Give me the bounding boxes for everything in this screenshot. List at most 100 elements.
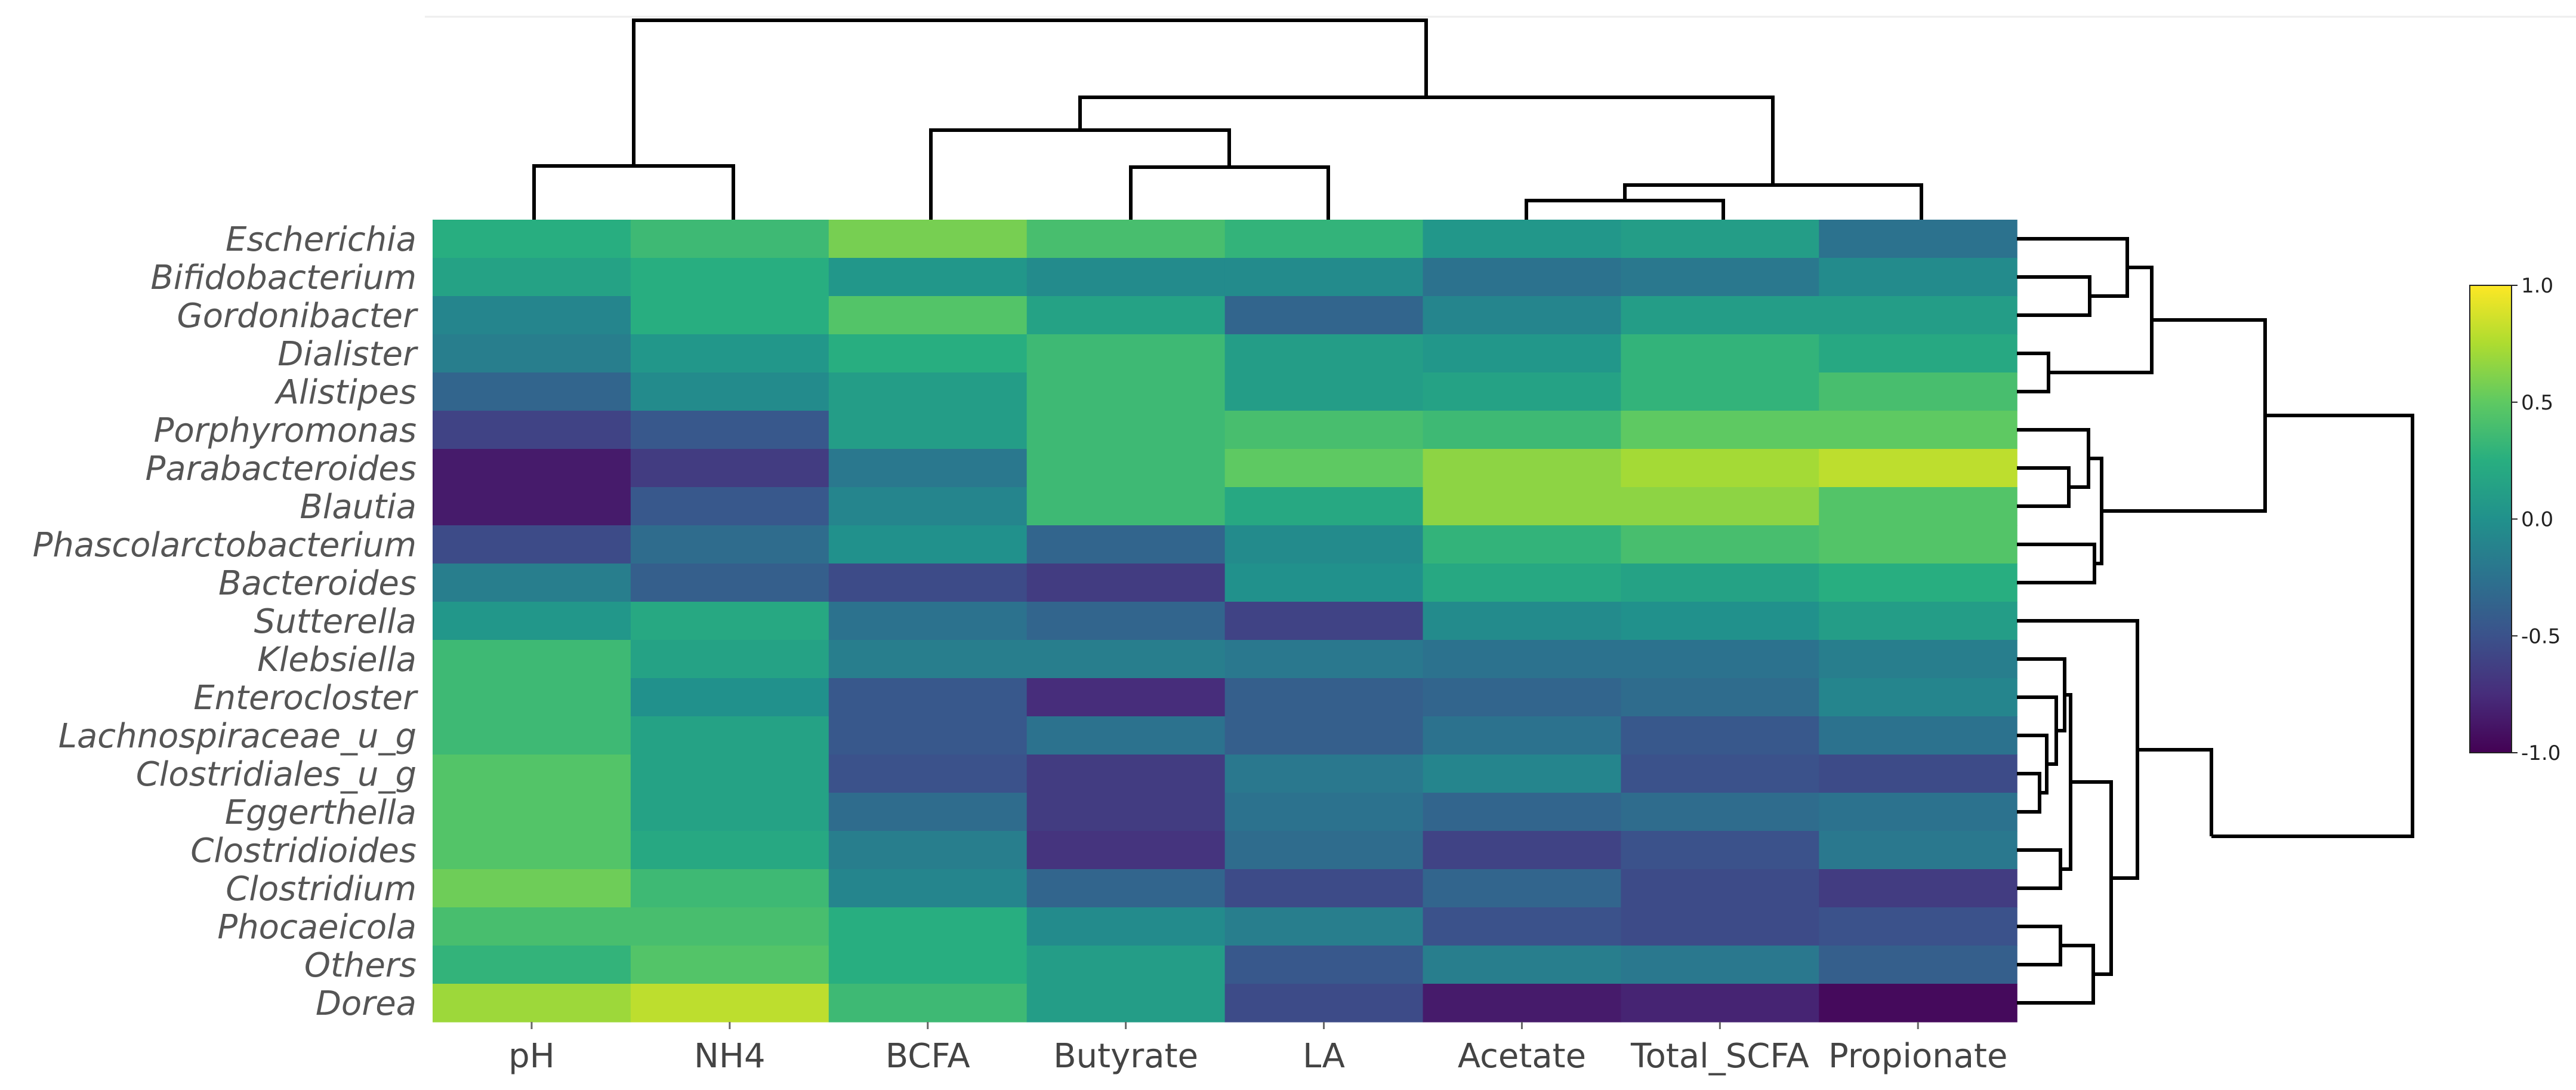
cell-dorea-butyrate (1026, 984, 1226, 1023)
cell-dorea-ph (433, 984, 631, 1023)
row-dendro-link-clostridioides-clostridium (2017, 848, 2062, 890)
cell-escherichia-total-scfa (1621, 220, 1819, 258)
row-label-bacteroides: Bacteroides (218, 564, 417, 603)
row-label-lachnospiraceae-u-g: Lachnospiraceae_u_g (58, 717, 417, 756)
cell-dorea-la (1224, 984, 1424, 1023)
cell-clostridiales-u-g-la (1224, 755, 1424, 793)
cell-sutterella-total-scfa (1621, 602, 1819, 641)
cell-bifidobacterium-bcfa (828, 258, 1028, 297)
col-dendro-link-acetate-totalscfa (1525, 199, 1725, 220)
cell-bifidobacterium-ph (433, 258, 631, 297)
cell-blautia-propionate (1819, 487, 2017, 526)
row-label-phascolarctobacterium: Phascolarctobacterium (33, 526, 417, 565)
cell-bifidobacterium-nh4 (630, 258, 829, 297)
cell-clostridioides-ph (433, 831, 631, 870)
heatmap-cells (433, 220, 2017, 1023)
row-label-enterocloster: Enterocloster (193, 679, 418, 718)
cell-phocaeicola-propionate (1819, 907, 2017, 946)
cell-phascolarctobacterium-la (1224, 525, 1424, 564)
cell-eggerthella-la (1224, 793, 1424, 832)
cell-gordonibacter-ph (433, 296, 631, 335)
cell-alistipes-total-scfa (1621, 372, 1819, 411)
cell-escherichia-acetate (1423, 220, 1621, 258)
cell-bifidobacterium-propionate (1819, 258, 2017, 297)
row-label-gordonibacter: Gordonibacter (177, 297, 418, 335)
column-label-ph: pH (508, 1037, 555, 1076)
colorbar-ticks: 1.0 0.5 0.0 -0.5 -1.0 (2512, 274, 2560, 765)
cell-clostridioides-nh4 (630, 831, 829, 870)
cell-escherichia-ph (433, 220, 631, 258)
cell-porphyromonas-acetate (1423, 411, 1621, 449)
cell-dorea-total-scfa (1621, 984, 1819, 1023)
cell-dialister-la (1224, 334, 1424, 373)
row-dendro-link-dialister-alistipes (2017, 352, 2050, 393)
row-dendro-link-phasco-bacteroides (2017, 543, 2096, 584)
cell-alistipes-butyrate (1026, 372, 1226, 411)
cell-lachnospiraceae-u-g-ph (433, 716, 631, 755)
cell-lachnospiraceae-u-g-acetate (1423, 716, 1621, 755)
cell-dialister-acetate (1423, 334, 1621, 373)
cell-clostridium-butyrate (1026, 869, 1226, 908)
cell-klebsiella-acetate (1423, 640, 1621, 679)
row-dendro-link-lachno (2017, 734, 2049, 795)
cell-clostridiales-u-g-total-scfa (1621, 755, 1819, 793)
row-label-dialister: Dialister (277, 335, 418, 374)
cell-eggerthella-propionate (1819, 793, 2017, 832)
cell-phascolarctobacterium-nh4 (630, 525, 829, 564)
cell-gordonibacter-butyrate (1026, 296, 1226, 335)
cell-parabacteroides-propionate (1819, 449, 2017, 488)
cell-gordonibacter-bcfa (828, 296, 1028, 335)
colorbar-gradient (2469, 285, 2512, 753)
cell-lachnospiraceae-u-g-bcfa (828, 716, 1028, 755)
cell-escherichia-bcfa (828, 220, 1028, 258)
cell-others-total-scfa (1621, 946, 1819, 984)
cell-parabacteroides-la (1224, 449, 1424, 488)
cell-enterocloster-total-scfa (1621, 678, 1819, 717)
cell-clostridium-bcfa (828, 869, 1028, 908)
cell-phocaeicola-la (1224, 907, 1424, 946)
cell-escherichia-la (1224, 220, 1424, 258)
cell-klebsiella-propionate (1819, 640, 2017, 679)
cell-gordonibacter-total-scfa (1621, 296, 1819, 335)
cell-porphyromonas-total-scfa (1621, 411, 1819, 449)
cell-clostridioides-la (1224, 831, 1424, 870)
cell-klebsiella-bcfa (828, 640, 1028, 679)
cell-clostridium-nh4 (630, 869, 829, 908)
cell-clostridiales-u-g-ph (433, 755, 631, 793)
cell-porphyromonas-nh4 (630, 411, 829, 449)
cell-phocaeicola-nh4 (630, 907, 829, 946)
cell-sutterella-ph (433, 602, 631, 641)
row-dendro-link-porphyromonas (2017, 428, 2090, 489)
row-dendro-link-top-cluster-1 (2049, 266, 2154, 374)
column-label-butyrate: Butyrate (1053, 1037, 1198, 1076)
row-dendro-link-enterocloster (2017, 695, 2058, 766)
cell-clostridium-la (1224, 869, 1424, 908)
cell-others-bcfa (828, 946, 1028, 984)
col-dendro-link-butyrate-la (1129, 165, 1330, 220)
column-labels: pH NH4 BCFA Butyrate LA Acetate Total_SCFA Prop… (508, 1037, 2007, 1076)
cell-others-acetate (1423, 946, 1621, 984)
cell-bifidobacterium-acetate (1423, 258, 1621, 297)
cell-dorea-acetate (1423, 984, 1621, 1023)
cell-others-nh4 (630, 946, 829, 984)
cell-parabacteroides-acetate (1423, 449, 1621, 488)
cell-porphyromonas-butyrate (1026, 411, 1226, 449)
cell-others-la (1224, 946, 1424, 984)
col-dendro-link-mid-right (1078, 96, 1775, 185)
row-label-clostridioides: Clostridioides (190, 832, 417, 870)
colorbar-tick-label: -0.5 (2521, 624, 2560, 648)
row-label-porphyromonas: Porphyromonas (154, 411, 417, 450)
row-dendrogram (2017, 237, 2414, 1005)
cell-eggerthella-ph (433, 793, 631, 832)
cell-clostridioides-acetate (1423, 831, 1621, 870)
cell-enterocloster-butyrate (1026, 678, 1226, 717)
row-label-klebsiella: Klebsiella (257, 641, 417, 679)
cell-phocaeicola-total-scfa (1621, 907, 1819, 946)
cell-porphyromonas-bcfa (828, 411, 1028, 449)
cell-lachnospiraceae-u-g-total-scfa (1621, 716, 1819, 755)
row-label-eggerthella: Eggerthella (225, 793, 417, 832)
colorbar-tick-label: -1.0 (2521, 741, 2560, 765)
cell-bifidobacterium-total-scfa (1621, 258, 1819, 297)
cell-klebsiella-nh4 (630, 640, 829, 679)
